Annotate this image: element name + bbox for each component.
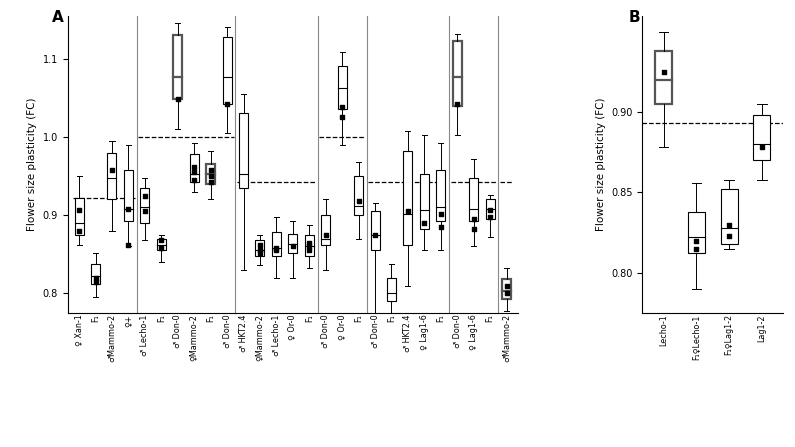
Point <box>254 241 266 249</box>
Point <box>723 232 735 239</box>
Point <box>690 245 703 252</box>
Point <box>270 247 283 254</box>
Point <box>138 192 151 199</box>
Point <box>434 210 447 217</box>
Bar <box>720 189 738 244</box>
Point <box>72 206 85 213</box>
Bar <box>289 234 297 253</box>
Point <box>106 166 118 173</box>
Point <box>352 198 365 205</box>
Point <box>467 226 480 233</box>
Point <box>467 215 480 223</box>
Point <box>723 221 735 228</box>
Bar <box>754 115 770 160</box>
Point <box>418 219 431 227</box>
Y-axis label: Flower size plasticity (FC): Flower size plasticity (FC) <box>595 97 606 231</box>
Bar <box>190 154 199 182</box>
Point <box>155 236 168 244</box>
Point <box>401 208 414 215</box>
Point <box>155 245 168 252</box>
Bar <box>141 188 149 223</box>
Point <box>204 179 217 186</box>
Point <box>303 240 316 247</box>
Bar <box>75 198 83 235</box>
Point <box>657 68 670 76</box>
Point <box>690 237 703 244</box>
Point <box>204 166 217 173</box>
Bar <box>688 212 705 253</box>
Point <box>320 231 332 238</box>
Bar <box>272 232 281 256</box>
Point <box>188 169 200 176</box>
Bar <box>321 215 330 245</box>
Bar <box>206 164 215 184</box>
Point <box>755 144 768 151</box>
Bar <box>403 151 413 245</box>
Point <box>484 213 497 220</box>
Point <box>72 227 85 234</box>
Y-axis label: Flower size plasticity (FC): Flower size plasticity (FC) <box>27 97 37 231</box>
Point <box>500 290 513 297</box>
Bar <box>91 264 100 284</box>
Bar <box>420 174 429 229</box>
Point <box>221 101 234 108</box>
Bar <box>436 170 445 221</box>
Point <box>89 278 102 285</box>
Point <box>270 245 283 252</box>
Bar <box>655 51 672 104</box>
Text: A: A <box>52 10 64 25</box>
Point <box>122 241 135 249</box>
Point <box>500 282 513 289</box>
Bar <box>354 176 363 215</box>
Point <box>335 114 348 121</box>
Bar <box>387 278 396 301</box>
Point <box>122 205 135 212</box>
Point <box>172 96 184 103</box>
Point <box>204 173 217 180</box>
Point <box>451 101 463 108</box>
Bar <box>338 67 347 109</box>
Bar <box>370 211 379 250</box>
Point <box>286 243 299 250</box>
Bar <box>173 35 182 99</box>
Bar <box>239 114 248 188</box>
Bar <box>486 199 494 219</box>
Point <box>188 177 200 184</box>
Point <box>303 243 316 250</box>
Point <box>303 247 316 254</box>
Point <box>188 163 200 170</box>
Bar <box>502 279 511 299</box>
Point <box>138 208 151 215</box>
Bar <box>469 177 479 221</box>
Bar <box>223 37 231 104</box>
Bar <box>304 236 314 256</box>
Point <box>335 104 348 111</box>
Bar <box>255 240 265 256</box>
Text: B: B <box>628 10 640 25</box>
Point <box>369 231 382 238</box>
Bar <box>452 42 462 105</box>
Point <box>89 274 102 281</box>
Point <box>484 207 497 214</box>
Bar <box>124 170 133 221</box>
Bar <box>157 239 166 250</box>
Point <box>434 224 447 231</box>
Bar <box>107 152 117 199</box>
Point <box>254 247 266 254</box>
Point <box>254 249 266 256</box>
